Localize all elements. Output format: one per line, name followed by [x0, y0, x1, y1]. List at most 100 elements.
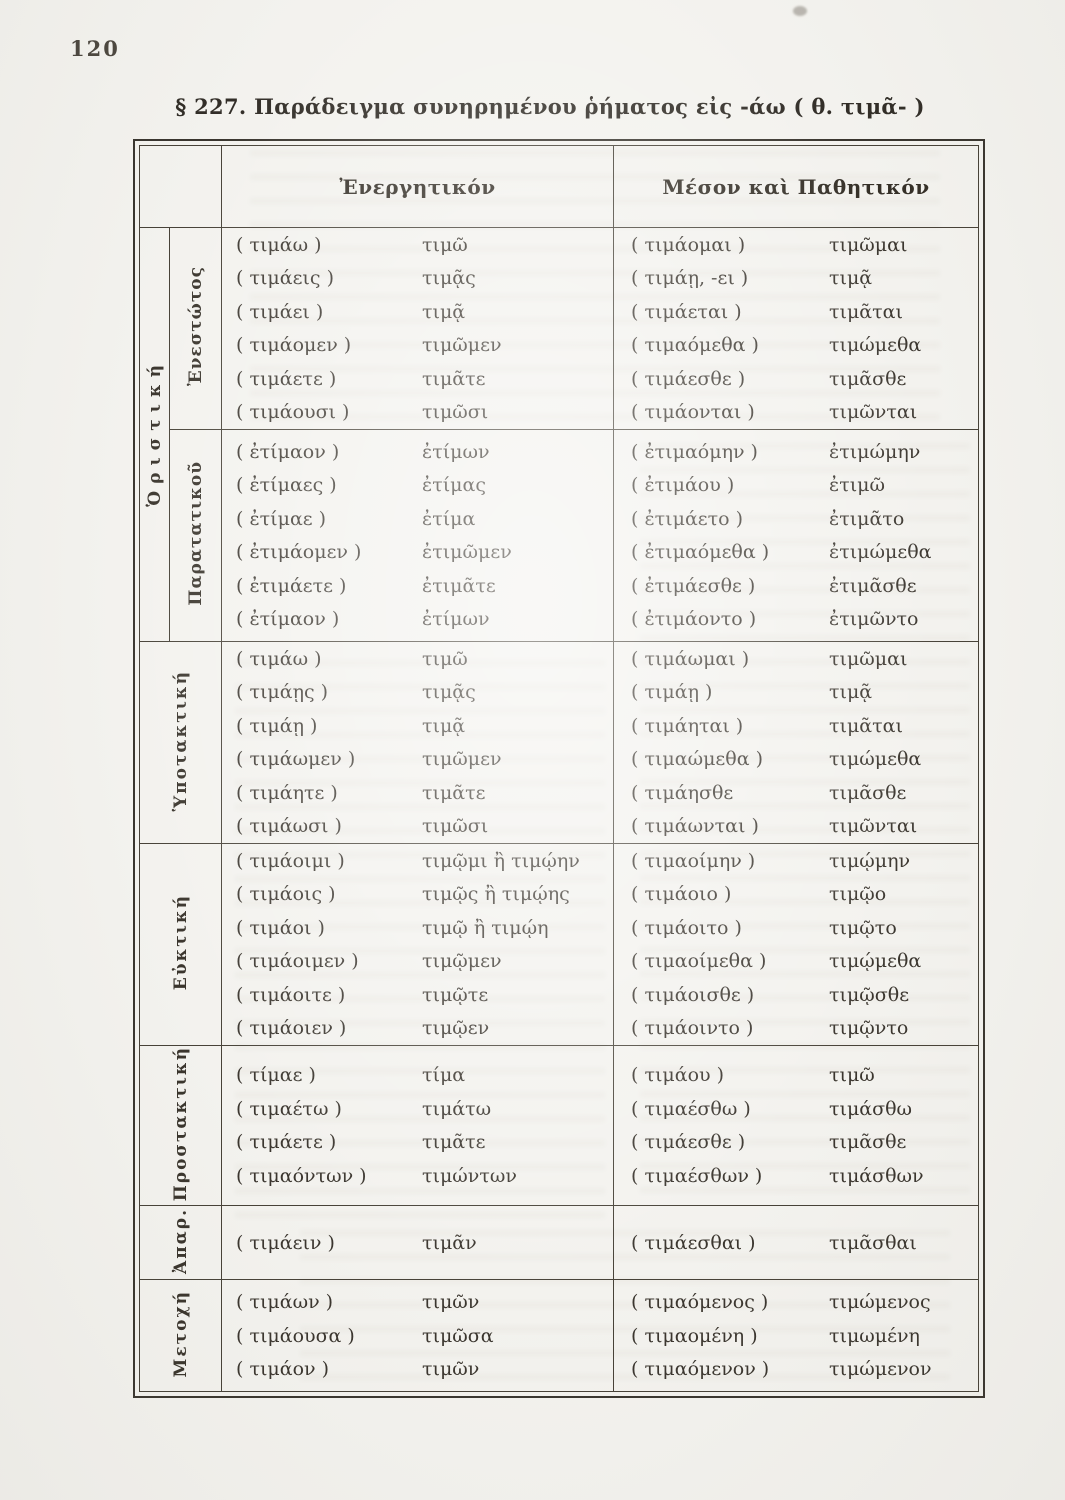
form-row: ( τιμάοι ) τιμῷ ἢ τιμῴη [236, 911, 613, 945]
active-forms-cell: ( τίμαε ) τίμα ( τιμαέτω ) τιμάτω ( τιμάετε … [221, 1044, 614, 1207]
contracted-form: τιμᾷ [829, 681, 873, 704]
contracted-form: ἐτιμώμεθα [829, 541, 932, 564]
uncontracted-form: ( τιμάητε ) [236, 781, 338, 804]
contracted-form: τιμώντων [422, 1164, 517, 1187]
uncontracted-form: ( ἐτίμαες ) [236, 474, 337, 497]
form-row: ( ἐτίμαον ) ἐτίμων [236, 435, 613, 469]
mood-name-label: Ἀπαρ. [170, 1207, 191, 1274]
contracted-form: τιμῷεν [422, 1017, 490, 1040]
contracted-form: τιμᾶσθαι [829, 1231, 917, 1254]
uncontracted-form: ( τιμάων ) [236, 1291, 334, 1314]
contracted-form: τιμᾷ [422, 714, 466, 737]
uncontracted-form: ( τιμάωνται ) [631, 815, 759, 838]
mood-row: Προστακτική ( τίμαε ) τίμα ( τιμαέτω ) τιμάτ… [139, 1044, 979, 1207]
uncontracted-form: ( τιμαόντων ) [236, 1164, 367, 1187]
form-row: ( τιμάοιτο ) τιμῷτο [631, 911, 978, 945]
form-row: ( τιμάωμεν ) τιμῶμεν [236, 743, 613, 777]
contracted-form: τιμᾶσθε [829, 367, 907, 390]
uncontracted-form: ( τιμάοιο ) [631, 883, 732, 906]
contracted-form: τιμᾷ [829, 267, 873, 290]
form-row: ( τιμάοιο ) τιμῷο [631, 878, 978, 912]
contracted-form: τιμῴμην [829, 849, 911, 872]
uncontracted-form: ( τιμάοιεν ) [236, 1017, 347, 1040]
form-row: ( τιμάοιτε ) τιμῷτε [236, 978, 613, 1012]
uncontracted-form: ( τιμάησθε [631, 781, 734, 804]
contracted-form: τιμώμενος [829, 1291, 931, 1314]
contracted-form: τιμῶμεν [422, 334, 502, 357]
mood-name: Ὑποτακτική [139, 641, 222, 844]
uncontracted-form: ( τιμάωσι ) [236, 815, 342, 838]
form-row: ( τιμάῃ ) τιμᾷ [236, 709, 613, 743]
contracted-form: τιμῶν [422, 1358, 480, 1381]
form-row: ( τιμαέτω ) τιμάτω [236, 1092, 613, 1126]
uncontracted-form: ( τιμάῃ ) [631, 681, 713, 704]
uncontracted-form: ( τιμάηται ) [631, 714, 744, 737]
table-header: Ἐνεργητικόν Μέσον καὶ Παθητικόν [139, 145, 979, 228]
contracted-form: τίμα [422, 1064, 466, 1087]
mood-name: Προστακτική [139, 1044, 222, 1207]
scan-artifact [793, 6, 807, 16]
form-row: ( τιμάεται ) τιμᾶται [631, 295, 978, 329]
contracted-form: τιμᾶται [829, 714, 903, 737]
form-row: ( τιμαέσθων ) τιμάσθων [631, 1159, 978, 1193]
form-row: ( ἐτιμάετε ) ἐτιμᾶτε [236, 569, 613, 603]
contracted-form: τιμῷτε [422, 983, 489, 1006]
contracted-form: ἐτίμα [422, 507, 476, 530]
form-row: ( τιμάετε ) τιμᾶτε [236, 1126, 613, 1160]
contracted-form: ἐτιμῶ [829, 474, 885, 497]
uncontracted-form: ( τιμάου ) [631, 1064, 725, 1087]
uncontracted-form: ( ἐτιμαόμην ) [631, 440, 758, 463]
form-row: ( ἐτιμάου ) ἐτιμῶ [631, 469, 978, 503]
form-row: ( ἐτιμάεσθε ) ἐτιμᾶσθε [631, 569, 978, 603]
contracted-form: τιμᾶσθε [829, 781, 907, 804]
form-row: ( τιμαόμενον ) τιμώμενον [631, 1353, 978, 1387]
uncontracted-form: ( τιμάεσθε ) [631, 1131, 746, 1154]
form-row: ( τιμάοιεν ) τιμῷεν [236, 1012, 613, 1046]
form-row: ( τιμάοισθε ) τιμῷσθε [631, 978, 978, 1012]
contracted-form: τιμᾶσθε [829, 1131, 907, 1154]
tense-name-label: Ἐνεστώτος [185, 266, 206, 387]
middle-passive-forms-cell: ( τιμαόμενος ) τιμώμενος ( τιμαομένη ) τιμω… [613, 1279, 979, 1393]
contracted-form: τιμῷμεν [422, 950, 502, 973]
uncontracted-form: ( τιμάετε ) [236, 367, 337, 390]
mood-name-label: Ὑποτακτική [170, 669, 191, 812]
active-forms-cell: ( τιμάοιμι ) τιμῷμι ἢ τιμῴην ( τιμάοις ) τι… [221, 843, 614, 1046]
form-row: ( τιμαέσθω ) τιμάσθω [631, 1092, 978, 1126]
form-row: ( ἐτιμαόμην ) ἐτιμώμην [631, 435, 978, 469]
uncontracted-form: ( τιμάοισθε ) [631, 983, 755, 1006]
contracted-form: τιμώμεθα [829, 748, 922, 771]
contracted-form: τιμώμεθα [829, 334, 922, 357]
form-row: ( τιμάου ) τιμῶ [631, 1059, 978, 1093]
form-row: ( τιμαοίμεθα ) τιμῴμεθα [631, 945, 978, 979]
mood-name-label: Εὐκτική [170, 894, 191, 991]
contracted-form: τιμῷο [829, 883, 887, 906]
contracted-form: ἐτίμων [422, 608, 490, 631]
form-row: ( τιμάωμαι ) τιμῶμαι [631, 642, 978, 676]
table-body: Ὁριστική Ἐνεστώτος ( τιμάω ) τιμῶ ( τιμάεις … [139, 227, 979, 1393]
uncontracted-form: ( τιμάοιμεν ) [236, 950, 359, 973]
uncontracted-form: ( τιμάοι ) [236, 916, 325, 939]
form-row: ( ἐτιμάοντο ) ἐτιμῶντο [631, 603, 978, 637]
active-forms-cell: ( τιμάων ) τιμῶν( τιμάουσα ) τιμῶσα( τιμάο… [221, 1279, 614, 1393]
uncontracted-form: ( ἐτίμαον ) [236, 608, 340, 631]
contracted-form: τιμάτω [422, 1097, 492, 1120]
form-row: ( τιμάομαι ) τιμῶμαι [631, 228, 978, 262]
uncontracted-form: ( ἐτίμαε ) [236, 507, 327, 530]
uncontracted-form: ( τιμάοιμι ) [236, 849, 345, 872]
contracted-form: τιμάσθων [829, 1164, 924, 1187]
contracted-form: τιμῴμεθα [829, 950, 922, 973]
form-row: ( τιμάει ) τιμᾷ [236, 295, 613, 329]
contracted-form: ἐτίμων [422, 440, 490, 463]
middle-passive-forms-cell: ( τιμάου ) τιμῶ ( τιμαέσθω ) τιμάσθω ( τιμάε… [613, 1044, 979, 1207]
column-header-middle-passive: Μέσον καὶ Παθητικόν [613, 145, 979, 228]
form-row: ( τιμάειν ) τιμᾶν [236, 1226, 613, 1260]
uncontracted-form: ( τιμάονται ) [631, 401, 755, 424]
uncontracted-form: ( τιμάοιντο ) [631, 1017, 754, 1040]
mood-indicative-label: Ὁριστική [144, 358, 165, 507]
contracted-form: ἐτιμῶμεν [422, 541, 512, 564]
tense-name: Ἐνεστώτος [169, 227, 222, 430]
middle-passive-forms-cell: ( τιμάωμαι ) τιμῶμαι ( τιμάῃ ) τιμᾷ ( τιμάητ… [613, 641, 979, 844]
form-row: ( τιμάῃς ) τιμᾷς [236, 676, 613, 710]
mood-indicative: Ὁριστική [139, 227, 170, 642]
mood-name-label: Προστακτική [170, 1046, 191, 1202]
